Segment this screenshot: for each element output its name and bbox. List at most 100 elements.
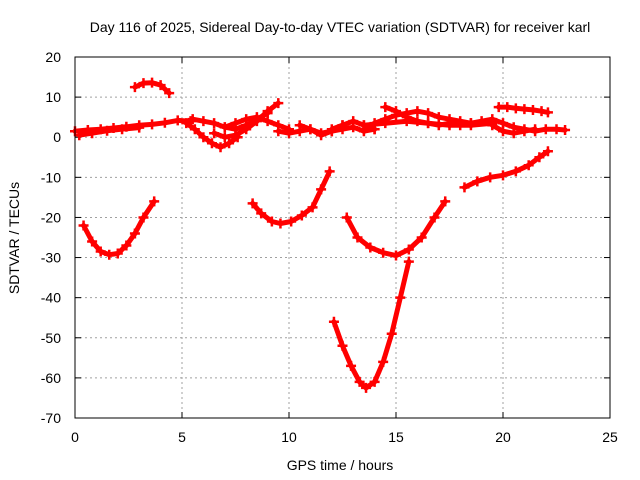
data-point — [286, 216, 297, 227]
data-point — [241, 114, 252, 125]
data-point — [316, 130, 327, 141]
data-point — [540, 124, 551, 135]
data-point — [266, 216, 277, 227]
data-point — [510, 166, 521, 177]
x-tick-label: 20 — [495, 429, 511, 445]
data-point — [87, 128, 98, 139]
data-series — [247, 166, 335, 229]
y-tick-label: 0 — [53, 129, 61, 145]
data-point — [386, 328, 397, 339]
data-point — [104, 249, 115, 260]
data-point — [164, 88, 175, 99]
data-point — [121, 240, 132, 251]
data-point — [284, 128, 294, 139]
data-point — [294, 120, 305, 131]
data-point — [423, 118, 434, 129]
data-point — [429, 212, 440, 223]
data-point — [275, 218, 286, 229]
data-point — [348, 116, 359, 127]
data-point — [241, 124, 252, 135]
data-point — [230, 118, 241, 129]
data-series — [493, 102, 553, 118]
data-point — [155, 80, 166, 91]
data-point — [346, 360, 357, 371]
series-trace — [468, 116, 568, 134]
data-point — [498, 126, 508, 137]
data-point — [352, 232, 363, 243]
data-point — [403, 256, 414, 267]
data-point — [262, 106, 273, 117]
data-point — [149, 196, 160, 207]
y-tick-label: -20 — [41, 209, 61, 225]
data-point — [224, 138, 235, 149]
y-tick-label: 20 — [45, 49, 61, 65]
data-point — [307, 202, 318, 213]
data-point — [391, 106, 401, 117]
data-point — [380, 102, 391, 113]
data-point — [209, 118, 220, 129]
data-point — [147, 119, 158, 130]
data-point — [215, 142, 226, 153]
y-axis-label: SDTVAR / TECUs — [6, 182, 22, 294]
data-series — [129, 77, 175, 99]
data-point — [102, 125, 113, 136]
data-point — [527, 104, 538, 115]
y-tick-label: -70 — [41, 410, 61, 426]
data-point — [172, 115, 183, 126]
data-point — [498, 170, 508, 181]
data-point — [337, 340, 348, 351]
data-point — [316, 184, 327, 195]
data-series — [459, 146, 553, 193]
data-point — [508, 128, 519, 139]
data-point — [159, 117, 170, 128]
data-point — [187, 114, 198, 125]
data-point — [551, 124, 562, 135]
data-point — [219, 122, 230, 133]
data-point — [296, 210, 307, 221]
data-point — [358, 120, 369, 131]
data-point — [423, 108, 434, 119]
data-point — [256, 208, 267, 219]
data-point — [273, 98, 284, 109]
data-point — [219, 132, 230, 143]
plot-frame — [74, 56, 611, 419]
data-point — [189, 124, 200, 135]
data-point — [465, 118, 476, 129]
data-point — [403, 244, 414, 255]
data-point — [138, 78, 149, 89]
data-point — [273, 126, 284, 137]
data-point — [74, 130, 85, 141]
data-point — [361, 382, 372, 393]
data-point — [95, 246, 106, 257]
data-point — [251, 112, 262, 123]
y-tick-label: -50 — [41, 330, 61, 346]
data-point — [534, 152, 545, 163]
data-point — [206, 138, 217, 149]
data-series — [487, 120, 541, 139]
x-tick-label: 5 — [178, 429, 186, 445]
data-point — [138, 212, 149, 223]
data-point — [472, 176, 483, 187]
data-point — [147, 77, 158, 88]
data-point — [230, 130, 241, 141]
data-point — [444, 120, 455, 131]
data-point — [305, 124, 316, 135]
data-point — [523, 160, 534, 171]
data-point — [117, 124, 128, 135]
data-series — [78, 196, 160, 260]
data-point — [391, 250, 401, 261]
data-point — [542, 146, 553, 157]
data-point — [542, 107, 553, 118]
data-point — [129, 82, 140, 93]
x-axis-label: GPS time / hours — [287, 457, 394, 473]
data-series — [219, 112, 294, 135]
data-point — [510, 103, 521, 114]
data-point — [380, 118, 391, 129]
data-point — [198, 116, 209, 127]
data-series — [74, 122, 145, 141]
data-point — [378, 247, 389, 258]
data-point — [87, 236, 98, 247]
data-point — [181, 118, 192, 129]
data-point — [365, 242, 376, 253]
